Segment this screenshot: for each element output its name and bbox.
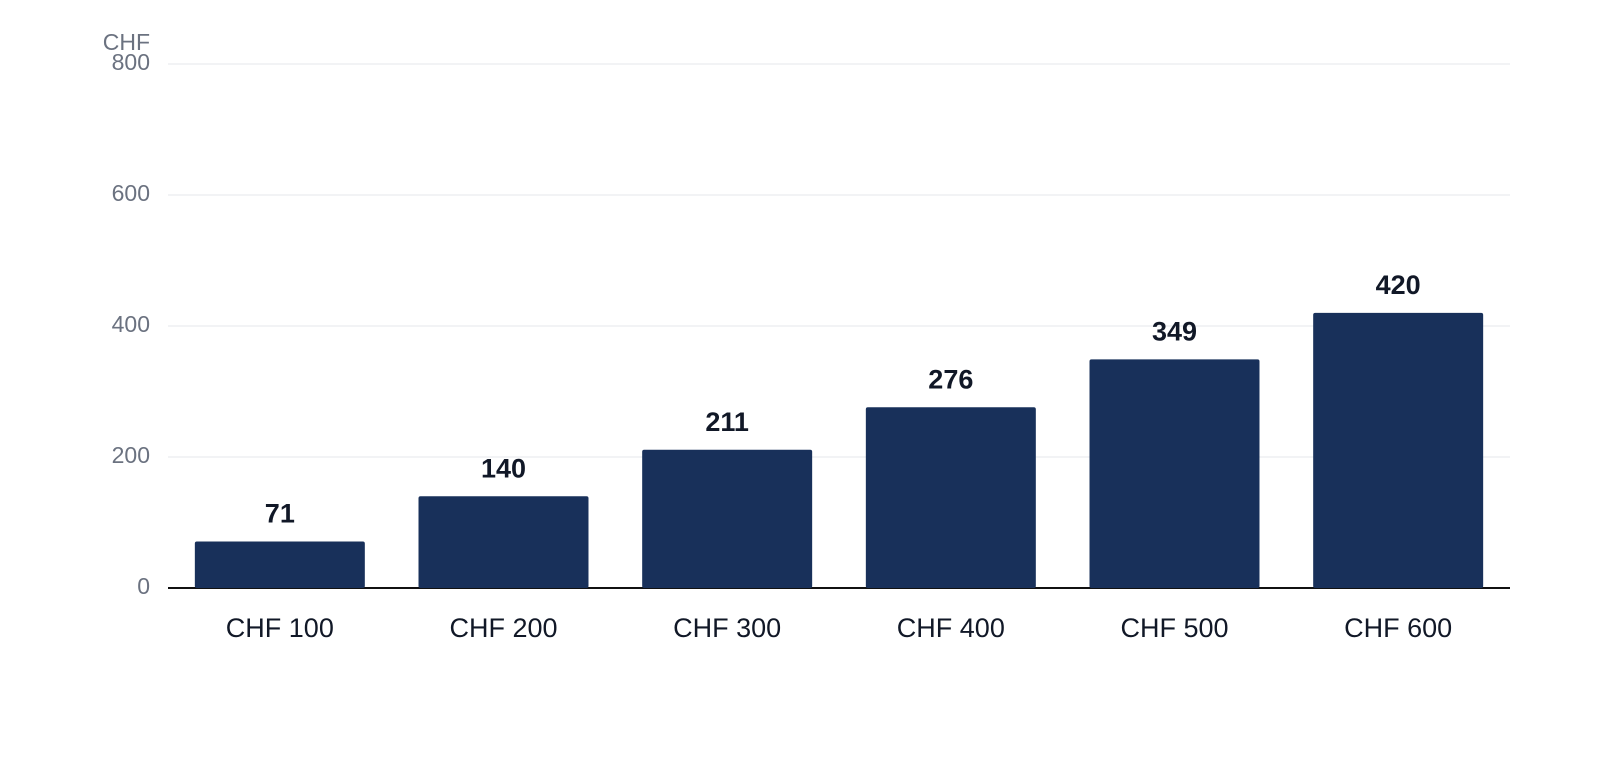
bar xyxy=(1313,312,1484,588)
value-label: 349 xyxy=(1152,317,1197,347)
x-tick-label: CHF 400 xyxy=(897,613,1005,643)
x-tick-label: CHF 600 xyxy=(1344,613,1452,643)
bar xyxy=(642,449,813,588)
value-label: 140 xyxy=(481,453,526,483)
bar xyxy=(194,541,365,588)
y-tick-label: 200 xyxy=(112,442,150,468)
x-tick-label: CHF 100 xyxy=(226,613,334,643)
y-tick-label: 0 xyxy=(137,573,150,599)
bar xyxy=(1089,359,1260,588)
bar xyxy=(865,407,1036,588)
value-label: 276 xyxy=(928,364,973,394)
y-tick-label: 800 xyxy=(112,49,150,75)
value-label: 211 xyxy=(705,407,749,437)
y-tick-label: 400 xyxy=(112,311,150,337)
y-axis-label: CHF xyxy=(103,29,150,55)
x-tick-label: CHF 500 xyxy=(1120,613,1228,643)
x-tick-label: CHF 300 xyxy=(673,613,781,643)
bar xyxy=(418,496,589,588)
value-label: 420 xyxy=(1376,270,1421,300)
x-tick-label: CHF 200 xyxy=(449,613,557,643)
value-label: 71 xyxy=(265,499,295,529)
y-tick-label: 600 xyxy=(112,180,150,206)
